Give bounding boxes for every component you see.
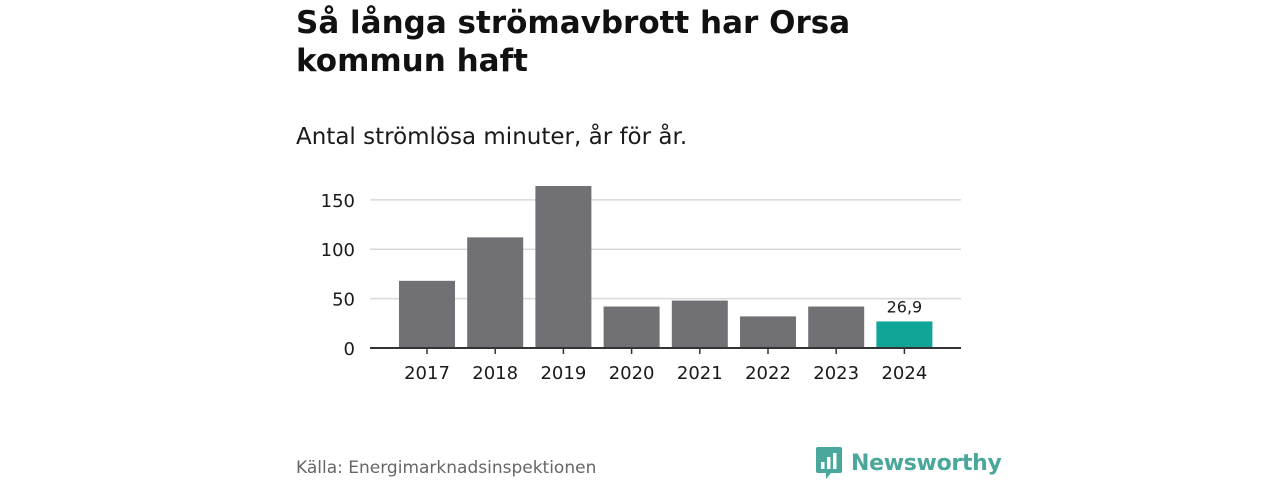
x-tick-label: 2020	[609, 363, 655, 384]
brand-logo[interactable]: Newsworthy	[815, 445, 1002, 481]
gridlines	[370, 199, 961, 300]
x-tick-label: 2023	[813, 363, 859, 384]
y-tick-label: 50	[332, 290, 355, 311]
x-tick-label: 2022	[745, 363, 791, 384]
bar-chart-speech-bubble-icon	[816, 447, 842, 479]
y-axis-tick-labels: 0 50 100 150	[321, 191, 355, 360]
data-labels: 26,9	[887, 297, 923, 316]
y-tick-label: 150	[321, 191, 355, 212]
bar-2017	[399, 280, 455, 348]
bar-2024	[876, 321, 933, 348]
x-tick-label: 2018	[472, 363, 518, 384]
x-tick-label: 2017	[404, 363, 450, 384]
brand-name: Newsworthy	[851, 450, 1002, 476]
bar-2022	[740, 316, 796, 348]
x-tick-label: 2024	[881, 363, 927, 384]
bar-2021	[671, 300, 728, 348]
bar-2023	[808, 306, 865, 348]
chart-subtitle: Antal strömlösa minuter, år för år.	[296, 124, 688, 150]
y-tick-label: 100	[321, 240, 355, 261]
chart-title: Så långa strömavbrott har Orsa kommun ha…	[296, 5, 851, 79]
bars	[399, 185, 933, 348]
bar-2019	[535, 185, 592, 348]
data-label: 26,9	[887, 297, 923, 316]
bar-2020	[603, 306, 660, 348]
source-note: Källa: Energimarknadsinspektionen	[296, 458, 597, 478]
y-tick-label: 0	[344, 339, 355, 360]
x-tick-label: 2021	[677, 363, 723, 384]
x-tick-label: 2019	[540, 363, 586, 384]
x-axis-tick-labels: 2017 2018 2019 2020 2021 2022 2023 2024	[404, 348, 927, 384]
bar-2018	[467, 237, 524, 348]
